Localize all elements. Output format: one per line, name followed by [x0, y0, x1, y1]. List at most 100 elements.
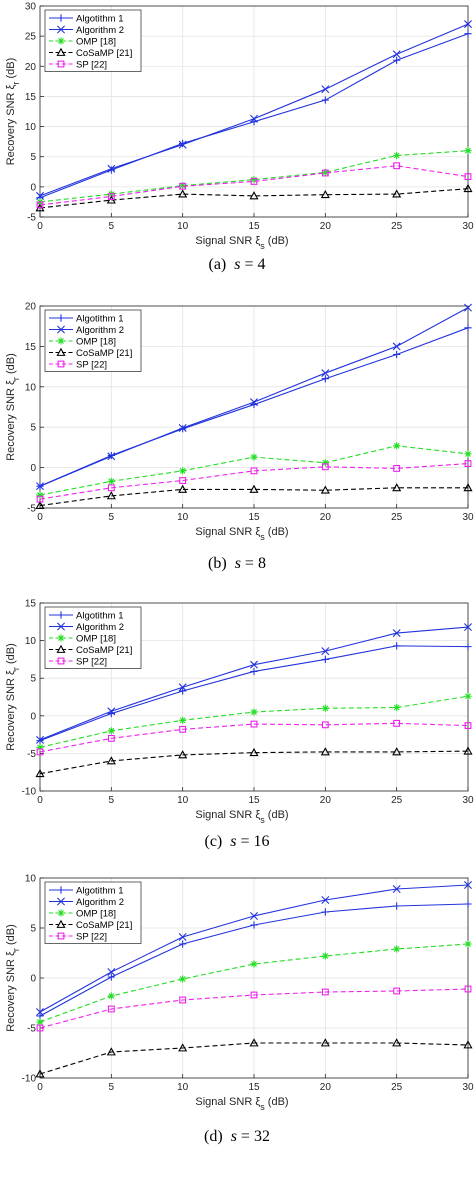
legend-label: OMP [18] [76, 37, 116, 48]
triangle-marker [56, 644, 66, 653]
triangle-marker [249, 747, 259, 757]
plus-marker [250, 667, 258, 676]
y-tick-label: 0 [30, 974, 36, 985]
x-marker [36, 1008, 44, 1016]
square-marker [464, 722, 472, 730]
x-tick-label: 0 [37, 221, 43, 232]
plus-marker [179, 940, 187, 948]
plus-marker [57, 886, 65, 894]
x-marker [392, 342, 401, 351]
y-tick-label: 5 [30, 674, 36, 685]
y-tick-label: 30 [25, 2, 37, 13]
series-sp-22 [36, 162, 472, 209]
y-tick-label: 10 [25, 636, 37, 647]
square-marker [250, 991, 258, 999]
x-marker [36, 735, 44, 744]
x-tick-label: 15 [248, 512, 260, 523]
square-marker [36, 1024, 44, 1032]
x-tick-label: 30 [462, 1082, 474, 1093]
x-tick-label: 25 [391, 795, 403, 806]
triangle-marker [392, 483, 402, 492]
star-marker [393, 945, 401, 953]
triangle-marker [106, 491, 116, 500]
triangle-marker [178, 750, 188, 759]
caption-symbol: s [234, 256, 241, 273]
square-marker [464, 173, 472, 181]
series-line [39, 750, 469, 775]
square-marker [393, 719, 401, 727]
legend-label: Algotithm 1 [76, 314, 124, 325]
x-tick-label: 20 [320, 795, 332, 806]
y-tick-label: -5 [27, 749, 36, 760]
x-tick-label: 25 [391, 512, 403, 523]
legend-label: Algotithm 1 [76, 611, 124, 622]
series-sp-22 [36, 719, 472, 756]
x-marker [321, 85, 330, 94]
x-axis-label: Signal SNR ξs (dB) [195, 526, 288, 542]
legend-label: CoSaMP [21] [76, 48, 132, 59]
x-marker [107, 707, 116, 716]
triangle-marker [56, 919, 66, 928]
star-marker [57, 634, 65, 642]
series-algotithm-1 [36, 900, 472, 1020]
star-marker [250, 453, 258, 461]
series-line [39, 463, 469, 500]
square-marker [36, 201, 44, 209]
x-axis-label: Signal SNR ξs (dB) [195, 235, 288, 251]
y-tick-label: 5 [30, 924, 36, 935]
star-marker [107, 477, 115, 485]
star-marker [464, 450, 472, 458]
square-marker [321, 988, 329, 996]
x-marker [178, 933, 187, 941]
square-marker [250, 467, 258, 475]
plus-marker [464, 900, 472, 908]
x-tick-label: 30 [462, 512, 474, 523]
triangle-marker [178, 189, 188, 198]
triangle-marker [463, 746, 473, 755]
x-marker [392, 629, 401, 638]
plus-marker [321, 96, 329, 104]
y-tick-label: 0 [30, 711, 36, 722]
square-marker [36, 495, 44, 503]
y-tick-label: 5 [30, 152, 36, 163]
triangle-marker [320, 1038, 330, 1047]
x-marker [392, 885, 401, 893]
series-algotithm-1 [36, 642, 472, 745]
square-marker [57, 657, 65, 665]
x-tick-label: 10 [177, 795, 189, 806]
triangle-marker [320, 747, 330, 756]
x-tick-label: 25 [391, 221, 403, 232]
plus-marker [57, 14, 65, 22]
y-tick-label: 5 [30, 423, 36, 434]
star-marker [393, 703, 401, 712]
triangle-marker [56, 47, 66, 56]
star-marker [107, 727, 115, 735]
star-marker [179, 182, 187, 190]
x-marker [321, 647, 330, 656]
x-tick-label: 5 [109, 795, 115, 806]
legend-label: SP [22] [76, 60, 107, 71]
star-marker [36, 743, 44, 751]
caption-b: (b) s = 8 [0, 555, 474, 573]
series-line [39, 988, 469, 1029]
x-tick-label: 0 [37, 512, 43, 523]
caption-value: = 4 [240, 256, 266, 273]
x-tick-label: 0 [37, 795, 43, 806]
x-marker [464, 20, 472, 29]
star-marker [57, 337, 65, 345]
plus-marker [321, 655, 329, 663]
series-cosamp-21 [35, 746, 473, 778]
x-tick-label: 15 [248, 795, 260, 806]
y-tick-label: 15 [25, 92, 37, 103]
star-marker [464, 147, 472, 155]
triangle-marker [249, 191, 259, 200]
legend-label: Algorithm 2 [76, 622, 124, 633]
triangle-marker [56, 347, 66, 356]
square-marker [179, 477, 187, 484]
legend-label: Algorithm 2 [76, 325, 124, 336]
square-marker [107, 484, 115, 492]
star-marker [321, 704, 329, 712]
square-marker [107, 1005, 115, 1013]
